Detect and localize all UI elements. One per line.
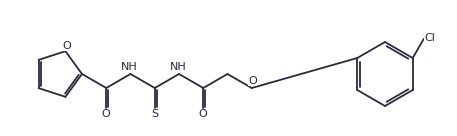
- Text: O: O: [62, 41, 71, 51]
- Text: Cl: Cl: [424, 33, 435, 43]
- Text: O: O: [199, 109, 207, 119]
- Text: NH: NH: [170, 62, 186, 72]
- Text: O: O: [248, 76, 257, 86]
- Text: S: S: [151, 109, 158, 119]
- Text: NH: NH: [121, 62, 138, 72]
- Text: O: O: [102, 109, 111, 119]
